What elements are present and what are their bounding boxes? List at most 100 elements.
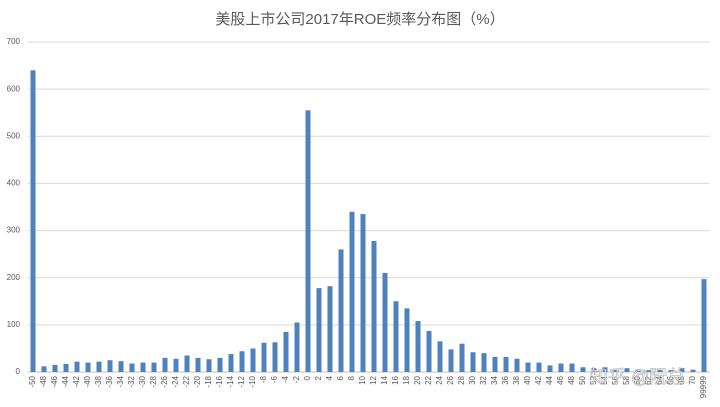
bar	[96, 361, 102, 372]
y-tick-label: 700	[7, 37, 21, 46]
x-tick-label: -32	[127, 375, 136, 387]
x-tick-label: -10	[248, 375, 257, 387]
bar	[679, 368, 685, 372]
x-tick-label: 34	[490, 375, 499, 384]
x-tick-label: -40	[83, 375, 92, 387]
bar	[283, 331, 289, 372]
bar	[360, 214, 366, 372]
x-tick-label: 16	[391, 375, 400, 384]
bar	[613, 369, 619, 372]
x-tick-label: -36	[105, 375, 114, 387]
x-tick-label: 22	[424, 375, 433, 384]
chart-title: 美股上市公司2017年ROE频率分布图（%）	[215, 11, 504, 28]
bar	[426, 330, 432, 372]
bar	[602, 367, 608, 372]
bar	[228, 354, 234, 372]
bar	[492, 356, 498, 372]
x-tick-label: 6	[336, 375, 345, 380]
bar	[327, 286, 333, 372]
bar	[448, 349, 454, 372]
bar	[140, 362, 146, 372]
bar	[173, 358, 179, 372]
x-tick-label: -44	[61, 375, 70, 387]
bar	[30, 70, 36, 373]
bar	[657, 369, 663, 372]
x-tick-label: -22	[182, 375, 191, 387]
x-tick-label: 68	[677, 375, 686, 384]
bar	[470, 352, 476, 372]
x-tick-label: 56	[611, 375, 620, 384]
x-tick-label: -24	[171, 375, 180, 387]
x-tick-label: -26	[160, 375, 169, 387]
bar	[305, 110, 311, 372]
bar	[162, 357, 168, 372]
bar	[371, 240, 377, 372]
bar	[646, 370, 652, 372]
x-tick-label: -20	[193, 375, 202, 387]
x-tick-label: 2	[314, 375, 323, 380]
x-tick-label: 8	[347, 375, 356, 380]
bar	[536, 362, 542, 372]
bar	[349, 211, 355, 372]
x-tick-label: 70	[688, 375, 697, 384]
x-tick-label: 62	[644, 375, 653, 384]
x-tick-label: 60	[633, 375, 642, 384]
bar	[547, 365, 553, 372]
x-tick-label: -18	[204, 375, 213, 387]
bar	[437, 341, 443, 372]
bar	[41, 366, 47, 372]
bar	[393, 301, 399, 372]
x-tick-label: 30	[468, 375, 477, 384]
x-tick-label: -6	[270, 375, 279, 383]
x-tick-label: 54	[600, 375, 609, 384]
bar	[74, 361, 80, 372]
bar	[261, 342, 267, 372]
bar	[250, 348, 256, 372]
bar	[558, 363, 564, 372]
y-tick-label: 400	[7, 179, 21, 188]
x-tick-label: -48	[39, 375, 48, 387]
bar	[503, 356, 509, 372]
x-tick-label: 38	[512, 375, 521, 384]
x-tick-label: -2	[292, 375, 301, 383]
bar	[184, 355, 190, 372]
bar	[206, 359, 212, 372]
x-tick-label: 20	[413, 375, 422, 384]
bar	[239, 351, 245, 372]
bar	[107, 360, 113, 372]
bar	[459, 343, 465, 372]
bar	[624, 368, 630, 372]
x-tick-label: 99999	[699, 375, 708, 398]
x-tick-label: -28	[149, 375, 158, 387]
x-tick-label: 28	[457, 375, 466, 384]
bar	[338, 249, 344, 372]
x-tick-label: 50	[578, 375, 587, 384]
x-tick-label: 44	[545, 375, 554, 384]
bar	[118, 361, 124, 372]
x-tick-label: 48	[567, 375, 576, 384]
x-tick-label: -16	[215, 375, 224, 387]
x-tick-label: 58	[622, 375, 631, 384]
x-tick-label: 40	[523, 375, 532, 384]
x-tick-label: -4	[281, 375, 290, 383]
y-tick-label: 200	[7, 273, 21, 282]
bar	[580, 367, 586, 372]
x-tick-label: 66	[666, 375, 675, 384]
x-tick-label: 32	[479, 375, 488, 384]
bar	[569, 363, 575, 372]
x-tick-label: -30	[138, 375, 147, 387]
x-tick-label: -50	[28, 375, 37, 387]
x-tick-label: -8	[259, 375, 268, 383]
bar	[591, 368, 597, 372]
x-tick-label: -42	[72, 375, 81, 387]
bar	[668, 370, 674, 372]
bar	[129, 363, 135, 372]
x-tick-label: 0	[303, 375, 312, 380]
x-tick-label: 26	[446, 375, 455, 384]
bar	[690, 369, 696, 372]
y-tick-label: 300	[7, 226, 21, 235]
bar	[635, 369, 641, 372]
x-tick-label: -46	[50, 375, 59, 387]
x-tick-label: 42	[534, 375, 543, 384]
